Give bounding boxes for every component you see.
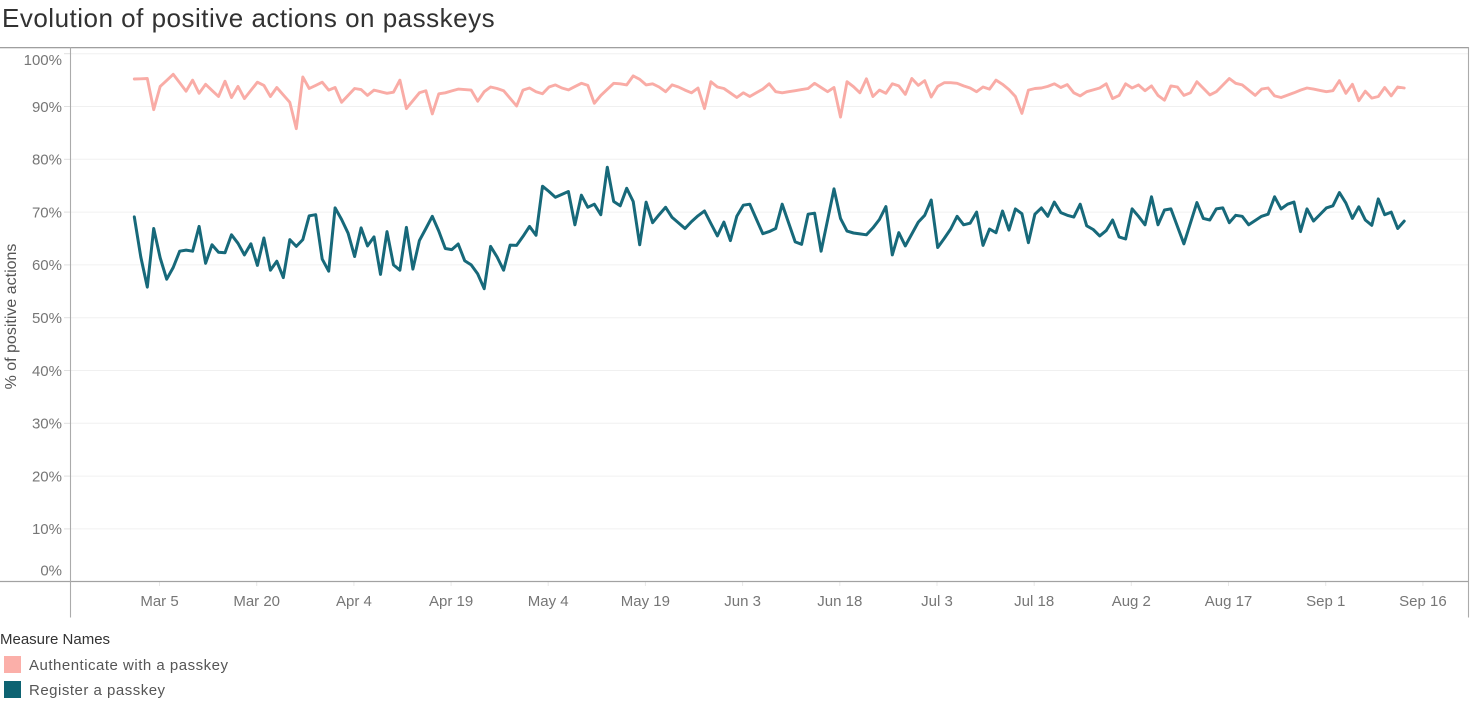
svg-text:Aug 17: Aug 17 xyxy=(1205,593,1253,610)
svg-text:May 4: May 4 xyxy=(528,593,569,610)
svg-text:Jun 18: Jun 18 xyxy=(817,593,862,610)
svg-text:Mar 5: Mar 5 xyxy=(140,593,178,610)
svg-text:20%: 20% xyxy=(32,468,62,485)
svg-text:60%: 60% xyxy=(32,257,62,274)
svg-text:Jun 3: Jun 3 xyxy=(724,593,761,610)
svg-text:80%: 80% xyxy=(32,152,62,169)
svg-text:40%: 40% xyxy=(32,363,62,380)
svg-text:70%: 70% xyxy=(32,204,62,221)
svg-text:50%: 50% xyxy=(32,310,62,327)
svg-text:Sep 1: Sep 1 xyxy=(1306,593,1345,610)
svg-text:May 19: May 19 xyxy=(621,593,670,610)
svg-text:Mar 20: Mar 20 xyxy=(233,593,280,610)
svg-text:% of positive actions: % of positive actions xyxy=(3,244,20,390)
svg-text:30%: 30% xyxy=(32,416,62,433)
svg-text:Aug 2: Aug 2 xyxy=(1112,593,1151,610)
svg-text:Jul 3: Jul 3 xyxy=(921,593,953,610)
svg-text:Apr 4: Apr 4 xyxy=(336,593,372,610)
svg-text:Apr 19: Apr 19 xyxy=(429,593,473,610)
svg-text:100%: 100% xyxy=(24,52,62,69)
svg-text:Sep 16: Sep 16 xyxy=(1399,593,1447,610)
svg-text:Jul 18: Jul 18 xyxy=(1014,593,1054,610)
svg-text:90%: 90% xyxy=(32,99,62,116)
svg-text:10%: 10% xyxy=(32,521,62,538)
svg-text:0%: 0% xyxy=(40,562,62,579)
